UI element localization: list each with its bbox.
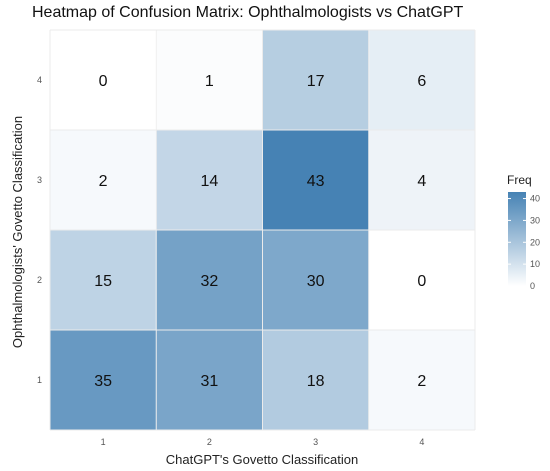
heatmap-cell-1-1 <box>50 330 156 430</box>
x-tick-labels: 1 2 3 4 <box>101 437 425 447</box>
heatmap-cells <box>50 30 475 430</box>
heatmap-cell-1-2 <box>156 330 262 430</box>
heatmap-cell-2-3 <box>263 230 369 330</box>
cell-value-label: 35 <box>94 373 112 390</box>
x-tick-label: 2 <box>207 437 212 447</box>
heatmap-cell-2-4 <box>369 230 475 330</box>
legend-title: Freq <box>507 173 532 187</box>
heatmap-cell-1-3 <box>263 330 369 430</box>
heatmap-cell-3-4 <box>369 130 475 230</box>
cell-value-label: 0 <box>99 73 108 90</box>
color-legend: Freq 0 10 20 30 40 <box>507 173 540 291</box>
legend-tick-label: 20 <box>530 237 540 247</box>
heatmap-cell-4-1 <box>50 30 156 130</box>
cell-value-label: 14 <box>200 173 218 190</box>
y-tick-label: 1 <box>37 375 42 385</box>
x-tick-label: 4 <box>419 437 424 447</box>
y-tick-label: 2 <box>37 275 42 285</box>
cell-value-label: 43 <box>307 173 325 190</box>
heatmap-cell-4-3 <box>263 30 369 130</box>
cell-value-label: 1 <box>205 73 214 90</box>
legend-tick-label: 30 <box>530 215 540 225</box>
chart-title: Heatmap of Confusion Matrix: Ophthalmolo… <box>32 4 464 21</box>
heatmap-cell-2-1 <box>50 230 156 330</box>
cell-value-label: 15 <box>94 273 112 290</box>
legend-colorbar <box>508 192 526 286</box>
heatmap-cell-3-2 <box>156 130 262 230</box>
cell-value-label: 32 <box>200 273 218 290</box>
y-tick-labels: 1 2 3 4 <box>37 75 42 385</box>
cell-value-label: 4 <box>417 173 426 190</box>
grid-lines <box>49 29 476 431</box>
legend-tick-label: 40 <box>530 194 540 204</box>
y-tick-label: 3 <box>37 175 42 185</box>
cell-value-label: 2 <box>417 373 426 390</box>
cell-value-label: 2 <box>99 173 108 190</box>
legend-tick-label: 0 <box>530 281 535 291</box>
heatmap-cell-1-4 <box>369 330 475 430</box>
heatmap-cell-3-1 <box>50 130 156 230</box>
y-axis-label: Ophthalmologists' Govetto Classification <box>10 116 25 348</box>
cell-value-label: 18 <box>307 373 325 390</box>
cell-labels: 35 31 18 2 15 32 30 0 2 14 43 4 0 1 17 6 <box>94 73 426 390</box>
heatmap-cell-4-2 <box>156 30 262 130</box>
y-tick-label: 4 <box>37 75 42 85</box>
cell-value-label: 17 <box>307 73 325 90</box>
cell-value-label: 30 <box>307 273 325 290</box>
x-axis-label: ChatGPT's Govetto Classification <box>166 452 359 467</box>
heatmap-cell-3-3 <box>263 130 369 230</box>
cell-value-label: 6 <box>417 73 426 90</box>
legend-ticks: 0 10 20 30 40 <box>508 194 540 291</box>
heatmap-cell-4-4 <box>369 30 475 130</box>
heatmap-cell-2-2 <box>156 230 262 330</box>
cell-value-label: 31 <box>200 373 218 390</box>
cell-value-label: 0 <box>417 273 426 290</box>
legend-tick-label: 10 <box>530 259 540 269</box>
x-tick-label: 1 <box>101 437 106 447</box>
x-tick-label: 3 <box>313 437 318 447</box>
